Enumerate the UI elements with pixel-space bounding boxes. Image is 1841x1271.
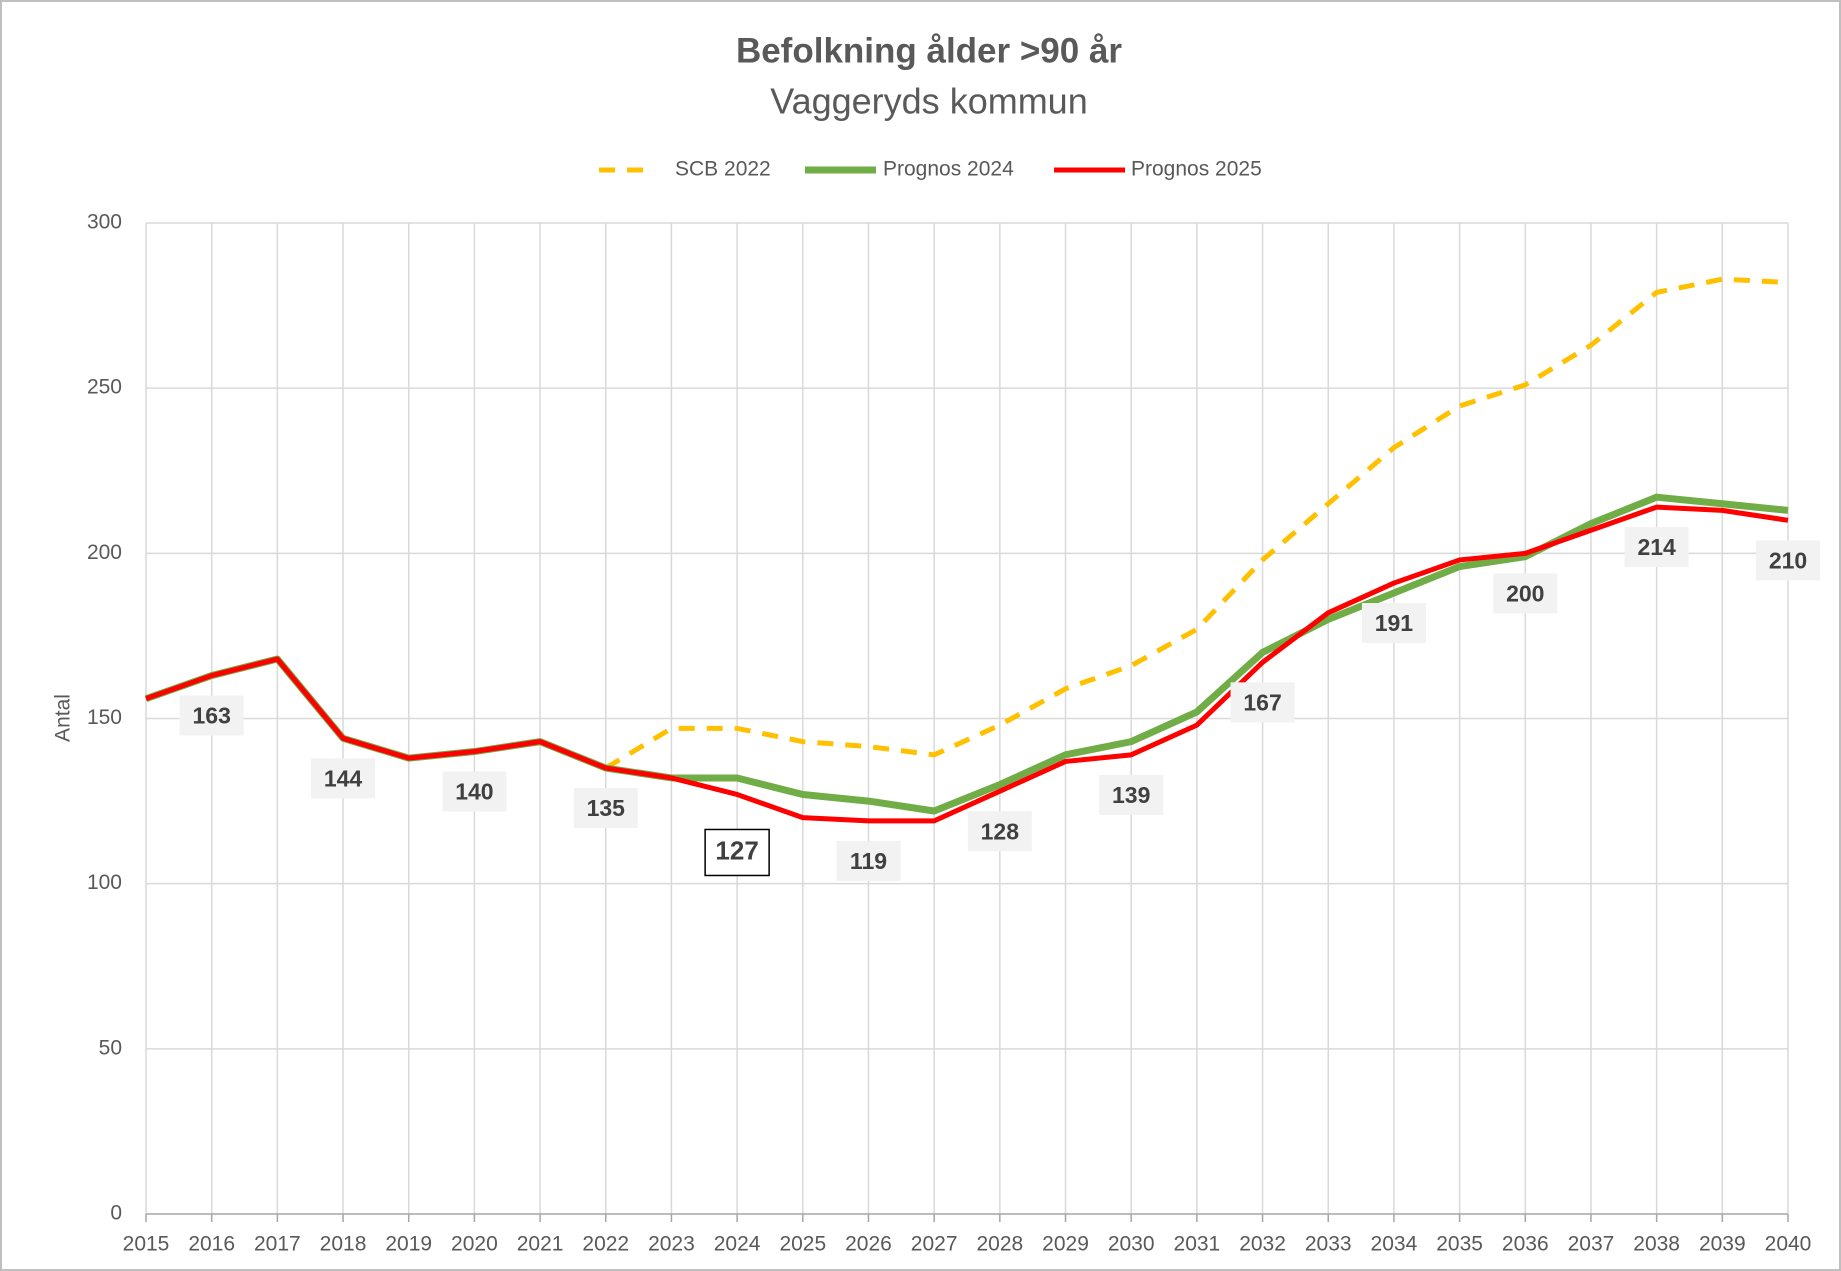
data-label-bg (1624, 527, 1689, 568)
x-tick-label: 2019 (385, 1233, 432, 1256)
data-label-bg (1493, 573, 1558, 614)
data-label-bg (573, 788, 638, 829)
x-tick-label: 2018 (320, 1233, 367, 1256)
data-label: 163 (192, 703, 230, 729)
x-tick-label: 2026 (845, 1233, 892, 1256)
data-label-bg (1099, 774, 1164, 815)
data-label: 128 (981, 818, 1020, 844)
data-label-bg (442, 771, 507, 812)
data-label: 144 (324, 765, 363, 791)
x-tick-label: 2036 (1502, 1233, 1549, 1256)
data-label-bg (179, 695, 244, 736)
highlight-label-box (704, 828, 770, 877)
data-label-bg (1361, 603, 1426, 644)
y-tick-label: 50 (99, 1036, 122, 1059)
x-tick-label: 2028 (976, 1233, 1023, 1256)
x-tick-label: 2017 (254, 1233, 301, 1256)
data-label-bg (967, 811, 1032, 852)
y-tick-label: 0 (110, 1202, 122, 1225)
data-label-bg (1230, 682, 1295, 723)
series-line (604, 276, 1789, 771)
x-tick-label: 2027 (911, 1233, 958, 1256)
data-label: 119 (850, 848, 887, 874)
y-tick-label: 200 (87, 541, 122, 564)
x-tick-label: 2029 (1042, 1233, 1089, 1256)
data-label: 191 (1375, 610, 1414, 636)
x-tick-label: 2020 (451, 1233, 498, 1256)
data-label: 127 (715, 835, 758, 865)
y-tick-label: 100 (87, 871, 122, 894)
legend-label: SCB 2022 (675, 158, 771, 181)
chart-subtitle: Vaggeryds kommun (770, 81, 1087, 122)
x-tick-label: 2038 (1633, 1233, 1680, 1256)
data-label: 140 (455, 779, 493, 805)
data-label: 135 (587, 795, 626, 821)
chart-title: Befolkning ålder >90 år (736, 31, 1122, 70)
x-tick-label: 2037 (1568, 1233, 1615, 1256)
x-tick-label: 2025 (779, 1233, 826, 1256)
x-tick-label: 2031 (1174, 1233, 1221, 1256)
x-tick-label: 2039 (1699, 1233, 1746, 1256)
legend-label: Prognos 2024 (883, 158, 1014, 181)
x-tick-label: 2021 (517, 1233, 564, 1256)
y-tick-label: 150 (87, 706, 122, 729)
y-tick-label: 250 (87, 376, 122, 399)
x-tick-label: 2030 (1108, 1233, 1155, 1256)
data-label: 200 (1506, 580, 1544, 606)
x-tick-label: 2015 (123, 1233, 170, 1256)
x-tick-label: 2022 (582, 1233, 629, 1256)
x-tick-label: 2016 (188, 1233, 235, 1256)
data-label-bg (311, 758, 376, 799)
y-tick-label: 300 (87, 211, 122, 234)
data-label-bg (836, 840, 901, 881)
data-label: 214 (1637, 534, 1676, 560)
legend-label: Prognos 2025 (1131, 158, 1262, 181)
x-tick-label: 2023 (648, 1233, 695, 1256)
x-tick-label: 2024 (714, 1233, 761, 1256)
data-label: 167 (1243, 689, 1281, 715)
x-tick-label: 2034 (1371, 1233, 1418, 1256)
x-tick-label: 2035 (1436, 1233, 1483, 1256)
x-tick-label: 2032 (1239, 1233, 1286, 1256)
series-line (145, 504, 1789, 824)
data-label: 210 (1769, 547, 1807, 573)
x-tick-label: 2033 (1305, 1233, 1352, 1256)
x-tick-label: 2040 (1765, 1233, 1812, 1256)
y-axis-label: Antal (52, 694, 75, 742)
data-label: 139 (1112, 782, 1150, 808)
data-label-bg (1756, 540, 1820, 581)
